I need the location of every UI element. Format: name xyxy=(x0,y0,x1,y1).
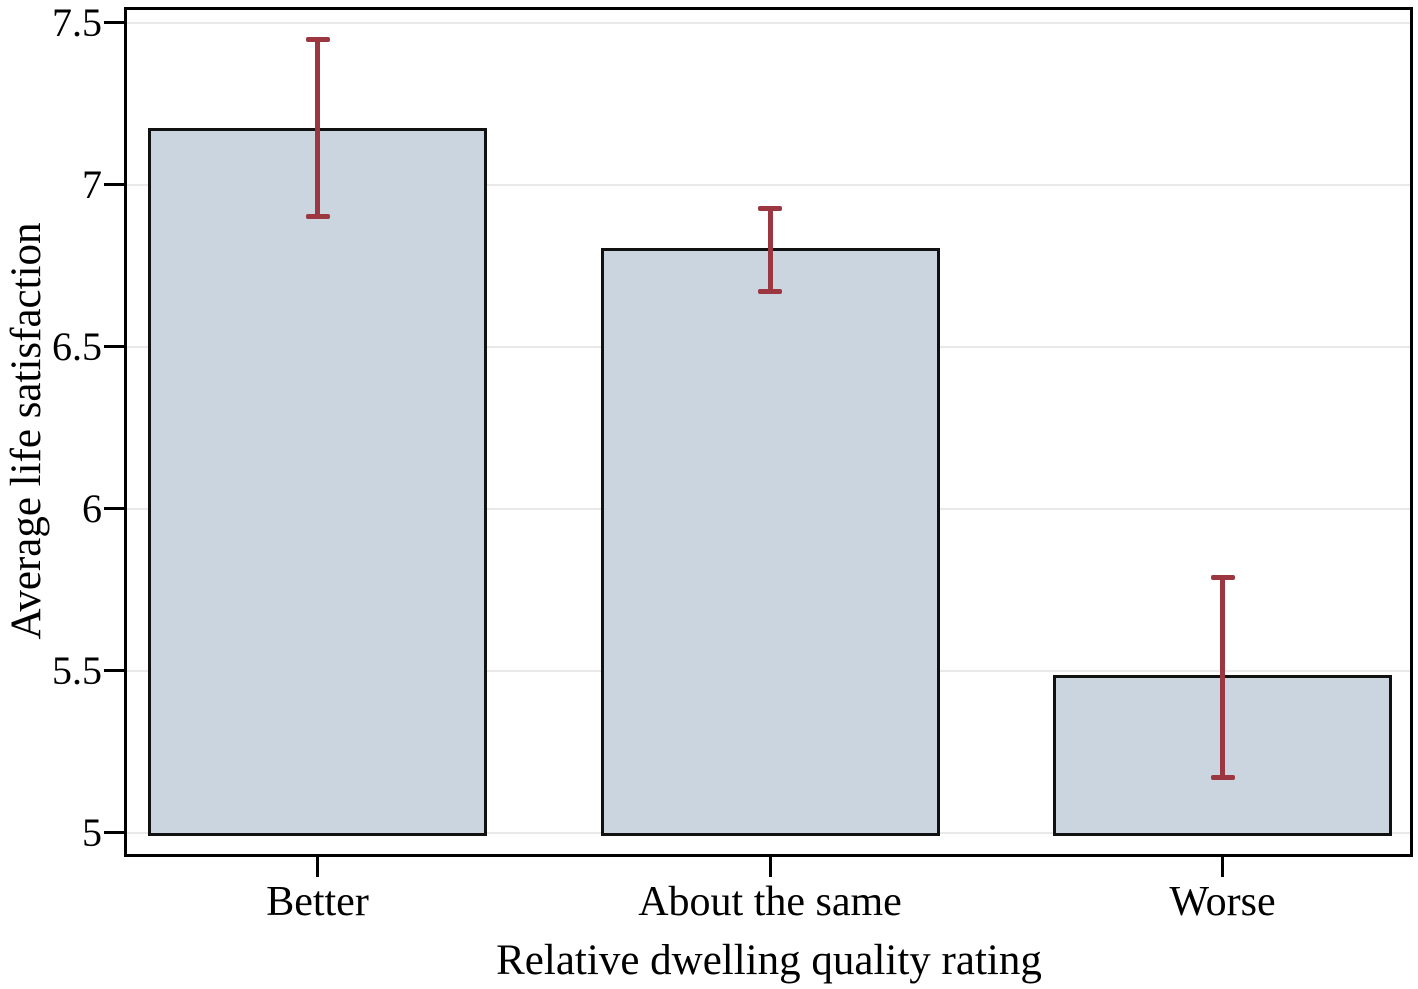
error-bar-line xyxy=(315,39,320,218)
x-axis-tick xyxy=(316,857,319,877)
y-axis-tick xyxy=(104,831,124,834)
error-bar-cap-bottom xyxy=(305,214,330,220)
bar xyxy=(148,127,487,836)
error-bar-cap-top xyxy=(1210,575,1235,581)
x-category-label: Worse xyxy=(1169,879,1276,925)
gridline xyxy=(127,184,1410,186)
y-tick-label: 6 xyxy=(82,486,102,531)
x-category-label: Better xyxy=(266,879,369,925)
error-bar-cap-top xyxy=(305,37,330,43)
bar xyxy=(600,247,940,836)
error-bar-line xyxy=(1220,577,1225,778)
y-axis-tick xyxy=(104,507,124,510)
y-tick-label: 5 xyxy=(82,810,102,855)
x-axis-tick xyxy=(1221,857,1224,877)
error-bar-cap-top xyxy=(758,205,782,211)
y-axis-tick xyxy=(104,21,124,24)
y-axis-tick xyxy=(104,669,124,672)
plot-area xyxy=(124,7,1413,857)
y-axis-title: Average life satisfaction xyxy=(3,222,50,640)
error-bar-cap-bottom xyxy=(758,288,782,294)
error-bar-line xyxy=(767,207,773,292)
y-axis-tick xyxy=(104,183,124,186)
gridline xyxy=(127,22,1410,24)
y-tick-label: 5.5 xyxy=(52,648,102,693)
x-axis-title: Relative dwelling quality rating xyxy=(496,937,1042,984)
x-category-label: About the same xyxy=(638,879,902,925)
y-tick-label: 7 xyxy=(82,162,102,207)
error-bar-cap-bottom xyxy=(1210,774,1235,780)
y-tick-label: 6.5 xyxy=(52,324,102,369)
y-tick-label: 7.5 xyxy=(52,0,102,45)
x-axis-tick xyxy=(768,857,772,877)
y-axis-tick xyxy=(104,345,124,348)
